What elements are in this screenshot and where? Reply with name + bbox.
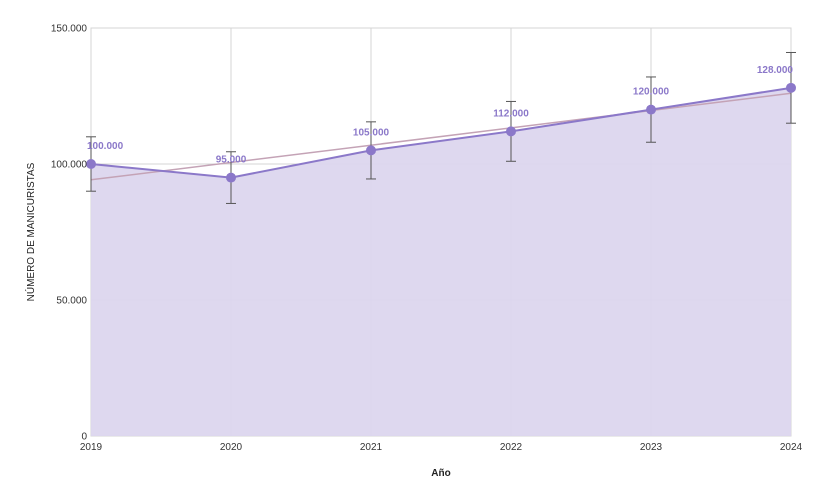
y-tick-label: 150.000 [51,24,88,35]
y-tick-label: 0 [81,432,87,443]
y-tick-label: 50.000 [56,296,87,307]
x-axis-title: Año [431,468,450,479]
data-point [226,172,236,183]
x-axis-ticks: 2019 2020 2021 2022 2023 2024 [80,442,803,453]
line-layer [90,86,792,179]
data-label: 95.000 [216,155,247,166]
data-point [786,82,796,93]
data-point [506,126,516,137]
data-point [86,159,96,169]
series-line [90,86,792,179]
data-point [366,145,376,156]
y-axis-title: NÚMERO DE MANICURISTAS [24,162,37,301]
data-label: 105.000 [353,127,390,138]
data-label: 100.000 [87,141,124,152]
trend-line [90,92,792,181]
x-tick-label: 2019 [80,442,103,453]
data-points [86,82,796,183]
x-tick-label: 2023 [640,442,663,453]
data-labels: 100.000 95.000 105.000 112.000 120.000 128.00… [87,65,793,166]
y-tick-label: 100.000 [51,160,88,171]
area-layer [91,87,791,436]
x-tick-label: 2020 [220,442,243,453]
data-label: 128.000 [757,65,794,76]
data-point [646,104,656,115]
trend-layer [90,92,792,181]
series-area [91,87,791,436]
data-label: 112.000 [493,108,529,119]
x-tick-label: 2024 [780,442,803,453]
x-tick-label: 2021 [360,442,383,453]
y-axis-ticks: 0 50.000 100.000 150.000 [51,24,88,443]
x-tick-label: 2022 [500,442,523,453]
data-label: 120.000 [633,87,670,98]
